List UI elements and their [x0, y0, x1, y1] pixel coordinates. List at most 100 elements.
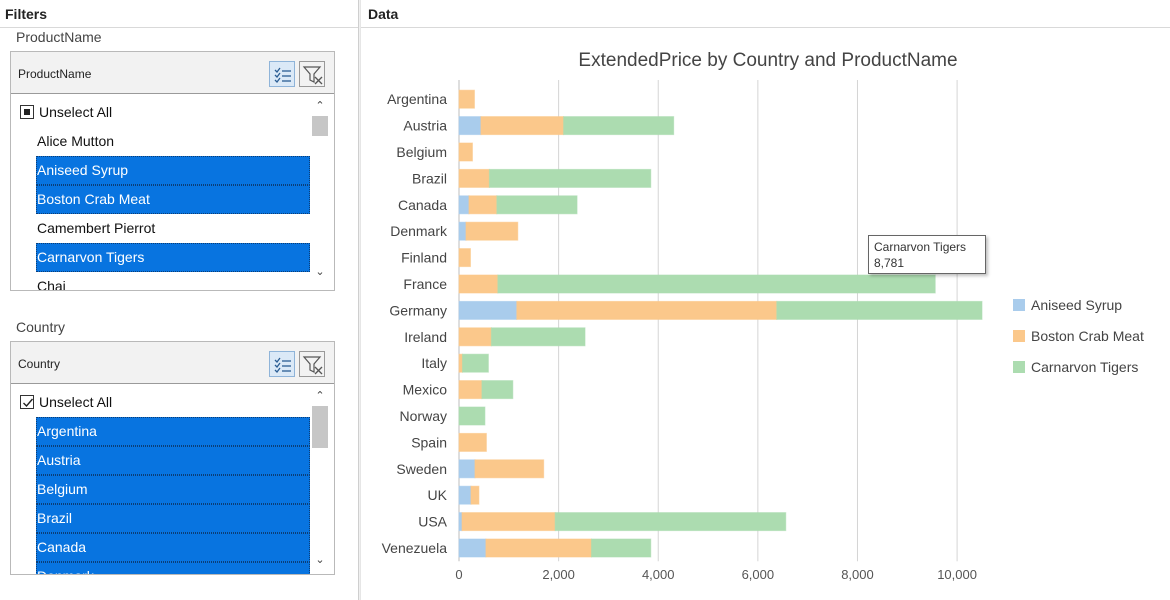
product-unselect-all[interactable]: Unselect All: [15, 98, 310, 127]
y-category-label: UK: [428, 487, 448, 503]
bar-segment[interactable]: [468, 195, 498, 215]
bar-segment[interactable]: [458, 274, 499, 294]
y-category-label: Venezuela: [382, 540, 448, 556]
multi-select-button[interactable]: [269, 61, 295, 87]
y-category-label: France: [403, 276, 447, 292]
bar-segment[interactable]: [490, 327, 586, 347]
bar-segment[interactable]: [481, 380, 514, 400]
y-category-label: Brazil: [412, 170, 447, 186]
bar-segment[interactable]: [458, 116, 482, 136]
x-tick-label: 8,000: [841, 567, 874, 582]
unselect-all-label: Unselect All: [39, 104, 113, 120]
y-category-label: Argentina: [387, 91, 447, 107]
chart-tooltip: Carnarvon Tigers 8,781: [868, 235, 986, 274]
bar-segment[interactable]: [458, 485, 472, 505]
bar-segment[interactable]: [458, 168, 490, 188]
country-list-item[interactable]: Belgium: [36, 475, 310, 504]
clear-filter-button[interactable]: [299, 351, 325, 377]
tooltip-value: 8,781: [874, 256, 905, 270]
bar-segment[interactable]: [516, 300, 778, 320]
country-filter-header: Country: [11, 342, 334, 384]
filters-header: Filters: [0, 0, 358, 28]
product-filter-box: ProductName Unselect All Alice Mutton A: [10, 51, 335, 291]
product-filter-title: ProductName: [18, 67, 92, 81]
country-list-item[interactable]: Argentina: [36, 417, 310, 446]
country-scrollbar[interactable]: ⌃ ⌄: [311, 384, 329, 574]
clear-filter-icon: [302, 66, 323, 85]
y-category-label: USA: [418, 514, 447, 530]
bar-segment[interactable]: [458, 380, 483, 400]
stacked-bar-chart: ExtendedPrice by Country and ProductName…: [382, 50, 1144, 582]
country-filter-title: Country: [18, 357, 61, 371]
bar-segment[interactable]: [496, 195, 578, 215]
legend-label: Carnarvon Tigers: [1031, 359, 1138, 375]
y-category-label: Denmark: [390, 223, 448, 239]
bar-segment[interactable]: [458, 538, 487, 558]
country-list[interactable]: Unselect All Argentina Austria Belgium Braz…: [11, 384, 334, 574]
product-group-label: ProductName: [16, 29, 102, 45]
data-header: Data: [361, 0, 1170, 28]
country-list-item[interactable]: Austria: [36, 446, 310, 475]
bar-segment[interactable]: [458, 142, 473, 162]
bar-segment[interactable]: [458, 221, 467, 241]
y-category-label: Spain: [411, 434, 447, 450]
y-category-label: Italy: [421, 355, 447, 371]
scroll-thumb[interactable]: [312, 116, 328, 136]
product-list-item[interactable]: Aniseed Syrup: [36, 156, 310, 185]
clear-filter-icon: [302, 356, 323, 375]
bar-segment[interactable]: [458, 459, 476, 479]
panel-splitter[interactable]: [358, 0, 361, 600]
chart-area: ExtendedPrice by Country and ProductName…: [361, 28, 1170, 600]
bar-segment[interactable]: [563, 116, 675, 136]
country-list-item[interactable]: Denmark: [36, 562, 310, 574]
scroll-down-icon[interactable]: ⌄: [315, 554, 325, 566]
bar-segment[interactable]: [461, 512, 556, 532]
bar-segment[interactable]: [465, 221, 519, 241]
country-unselect-all[interactable]: Unselect All: [15, 388, 310, 417]
bar-segment[interactable]: [458, 327, 492, 347]
scroll-down-icon[interactable]: ⌄: [315, 266, 325, 278]
bar-segment[interactable]: [458, 89, 475, 109]
bar-segment[interactable]: [458, 432, 487, 452]
legend-swatch: [1013, 299, 1025, 311]
product-list-item[interactable]: Carnarvon Tigers: [36, 243, 310, 272]
bar-segment[interactable]: [458, 300, 518, 320]
bar-segment[interactable]: [488, 168, 652, 188]
product-list-item[interactable]: Chai: [37, 278, 66, 290]
legend-swatch: [1013, 361, 1025, 373]
bar-segment[interactable]: [497, 274, 936, 294]
product-list-item[interactable]: Boston Crab Meat: [36, 185, 310, 214]
bar-segment[interactable]: [470, 485, 480, 505]
bar-segment[interactable]: [474, 459, 545, 479]
x-tick-label: 6,000: [742, 567, 775, 582]
clear-filter-button[interactable]: [299, 61, 325, 87]
y-category-label: Canada: [398, 197, 447, 213]
partial-checkbox-icon[interactable]: [20, 105, 34, 119]
country-list-item[interactable]: Canada: [36, 533, 310, 562]
bar-segment[interactable]: [590, 538, 652, 558]
legend-swatch: [1013, 330, 1025, 342]
bar-segment[interactable]: [458, 406, 486, 426]
bar-segment[interactable]: [458, 353, 463, 373]
bar-segment[interactable]: [458, 195, 470, 215]
product-list-item[interactable]: Camembert Pierrot: [37, 220, 156, 236]
y-category-label: Ireland: [404, 329, 447, 345]
bar-segment[interactable]: [776, 300, 983, 320]
product-filter-header: ProductName: [11, 52, 334, 94]
product-scrollbar[interactable]: ⌃ ⌄: [311, 94, 329, 290]
scroll-thumb[interactable]: [312, 406, 328, 448]
country-list-item[interactable]: Brazil: [36, 504, 310, 533]
checked-checkbox-icon[interactable]: [20, 395, 34, 409]
bar-segment[interactable]: [480, 116, 565, 136]
bar-segment[interactable]: [458, 248, 471, 268]
scroll-up-icon[interactable]: ⌃: [315, 100, 325, 112]
bar-segment[interactable]: [461, 353, 489, 373]
x-tick-label: 2,000: [542, 567, 575, 582]
bar-segment[interactable]: [485, 538, 592, 558]
product-list[interactable]: Unselect All Alice Mutton Aniseed Syrup Bo…: [11, 94, 334, 290]
product-list-item[interactable]: Alice Mutton: [37, 133, 115, 149]
scroll-up-icon[interactable]: ⌃: [315, 390, 325, 402]
bar-segment[interactable]: [554, 512, 787, 532]
multi-select-button[interactable]: [269, 351, 295, 377]
y-category-label: Austria: [403, 118, 447, 134]
